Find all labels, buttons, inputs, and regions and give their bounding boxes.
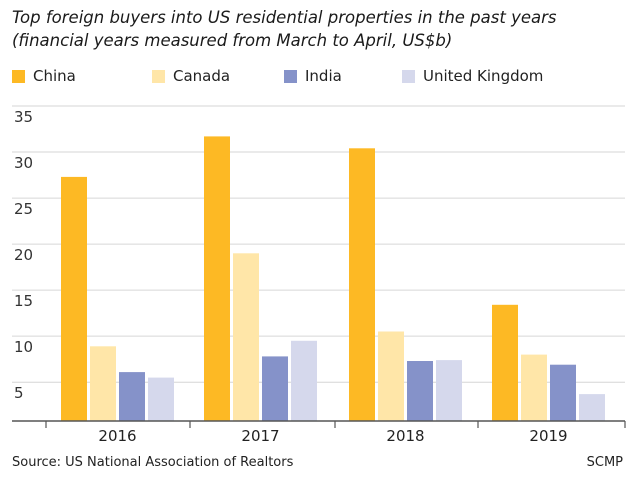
legend-label-china: China bbox=[33, 67, 76, 85]
legend-label-india: India bbox=[305, 67, 342, 85]
chart-title-line-2: (financial years measured from March to … bbox=[12, 31, 453, 50]
legend: China Canada India United Kingdom bbox=[12, 65, 637, 87]
bar-china-2016 bbox=[61, 176, 87, 421]
legend-item-canada: Canada bbox=[152, 65, 230, 87]
y-tick-label-5: 5 bbox=[14, 384, 24, 402]
x-tick-label-2018: 2018 bbox=[386, 427, 424, 445]
bar-united-kingdom-2018 bbox=[436, 360, 462, 421]
legend-item-india: India bbox=[284, 65, 342, 87]
y-tick-label-35: 35 bbox=[14, 108, 33, 126]
legend-label-united-kingdom: United Kingdom bbox=[423, 67, 544, 85]
bar-china-2018 bbox=[349, 148, 375, 422]
source-note: Source: US National Association of Realt… bbox=[12, 455, 294, 470]
legend-swatch-united-kingdom bbox=[402, 69, 415, 83]
y-tick-label-30: 30 bbox=[14, 154, 33, 172]
x-tick-label-2017: 2017 bbox=[241, 427, 279, 445]
credit-label: SCMP bbox=[586, 455, 623, 470]
bar-canada-2016 bbox=[90, 346, 116, 421]
chart-title-line-1: Top foreign buyers into US residential p… bbox=[12, 8, 557, 27]
y-tick-label-10: 10 bbox=[14, 338, 33, 356]
bar-china-2019 bbox=[492, 304, 518, 421]
legend-swatch-china bbox=[12, 69, 25, 83]
bar-canada-2018 bbox=[378, 331, 404, 421]
legend-label-canada: Canada bbox=[173, 67, 231, 85]
bar-united-kingdom-2016 bbox=[148, 377, 174, 421]
bar-india-2017 bbox=[262, 356, 288, 421]
x-tick-label-2019: 2019 bbox=[529, 427, 567, 445]
bar-canada-2019 bbox=[521, 354, 547, 421]
chart-title: Top foreign buyers into US residential p… bbox=[12, 6, 637, 52]
legend-swatch-canada bbox=[152, 69, 165, 83]
x-tick-label-2016: 2016 bbox=[98, 427, 136, 445]
legend-swatch-india bbox=[284, 69, 297, 83]
legend-item-united-kingdom: United Kingdom bbox=[402, 65, 543, 87]
legend-item-china: China bbox=[12, 65, 76, 87]
y-tick-label-20: 20 bbox=[14, 246, 33, 264]
bar-india-2016 bbox=[119, 372, 145, 421]
y-tick-label-25: 25 bbox=[14, 200, 33, 218]
bar-china-2017 bbox=[204, 136, 230, 421]
y-tick-label-15: 15 bbox=[14, 292, 33, 310]
bar-united-kingdom-2017 bbox=[291, 340, 317, 422]
bar-united-kingdom-2019 bbox=[579, 394, 605, 421]
bar-india-2018 bbox=[407, 361, 433, 421]
bar-india-2019 bbox=[550, 364, 576, 421]
bar-canada-2017 bbox=[233, 253, 259, 421]
